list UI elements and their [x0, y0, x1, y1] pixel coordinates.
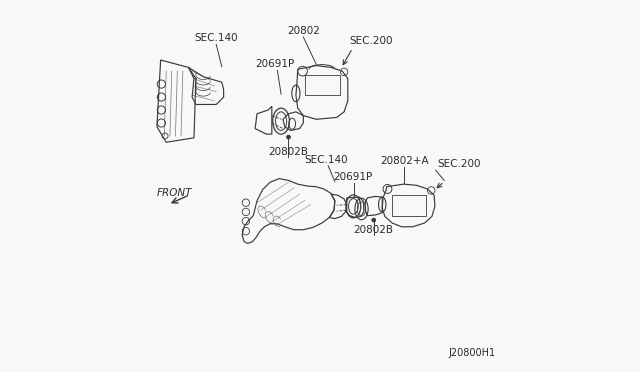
Text: J20800H1: J20800H1 — [449, 348, 496, 358]
Text: SEC.140: SEC.140 — [305, 154, 349, 164]
Text: SEC.140: SEC.140 — [195, 33, 238, 43]
Text: SEC.200: SEC.200 — [438, 159, 481, 169]
Text: SEC.200: SEC.200 — [349, 36, 393, 46]
Text: 20802B: 20802B — [269, 147, 308, 157]
Text: 20802B: 20802B — [354, 225, 394, 235]
Text: 20802: 20802 — [287, 26, 320, 36]
Text: FRONT: FRONT — [157, 188, 192, 198]
Text: 20691P: 20691P — [333, 172, 373, 182]
Circle shape — [287, 135, 291, 139]
Text: 20691P: 20691P — [255, 59, 294, 69]
Text: 20802+A: 20802+A — [380, 155, 429, 166]
Circle shape — [372, 218, 376, 222]
